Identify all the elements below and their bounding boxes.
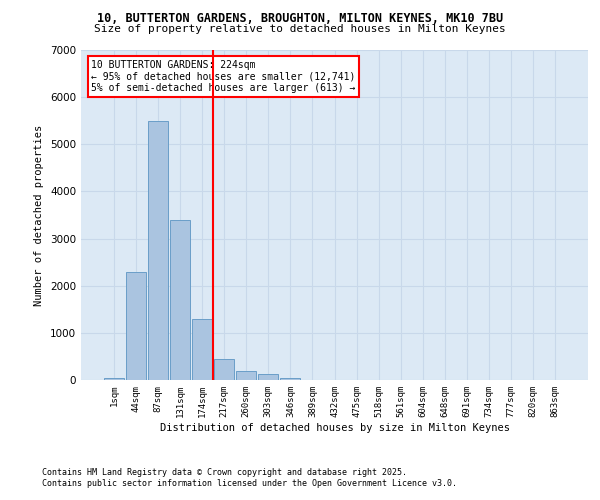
Bar	[148, 120, 168, 380]
Bar	[214, 359, 234, 380]
Text: 10, BUTTERTON GARDENS, BROUGHTON, MILTON KEYNES, MK10 7BU: 10, BUTTERTON GARDENS, BROUGHTON, MILTON…	[97, 12, 503, 24]
Bar	[280, 378, 301, 380]
Y-axis label: Number of detached properties: Number of detached properties	[34, 124, 44, 306]
Text: Size of property relative to detached houses in Milton Keynes: Size of property relative to detached ho…	[94, 24, 506, 34]
Bar	[126, 272, 146, 380]
Bar	[259, 374, 278, 380]
X-axis label: Distribution of detached houses by size in Milton Keynes: Distribution of detached houses by size …	[160, 422, 509, 432]
Bar	[170, 220, 190, 380]
Bar	[104, 378, 124, 380]
Text: 10 BUTTERTON GARDENS: 224sqm
← 95% of detached houses are smaller (12,741)
5% of: 10 BUTTERTON GARDENS: 224sqm ← 95% of de…	[91, 60, 356, 93]
Bar	[236, 370, 256, 380]
Bar	[192, 318, 212, 380]
Text: Contains HM Land Registry data © Crown copyright and database right 2025.
Contai: Contains HM Land Registry data © Crown c…	[42, 468, 457, 487]
